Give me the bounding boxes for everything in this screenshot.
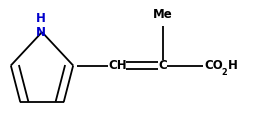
Text: H: H	[228, 59, 237, 72]
Text: CO: CO	[204, 59, 223, 72]
Text: C: C	[158, 59, 167, 72]
Text: N: N	[36, 26, 46, 39]
Text: H: H	[36, 12, 46, 25]
Text: CH: CH	[109, 59, 127, 72]
Text: Me: Me	[153, 8, 172, 21]
Text: 2: 2	[221, 68, 227, 77]
